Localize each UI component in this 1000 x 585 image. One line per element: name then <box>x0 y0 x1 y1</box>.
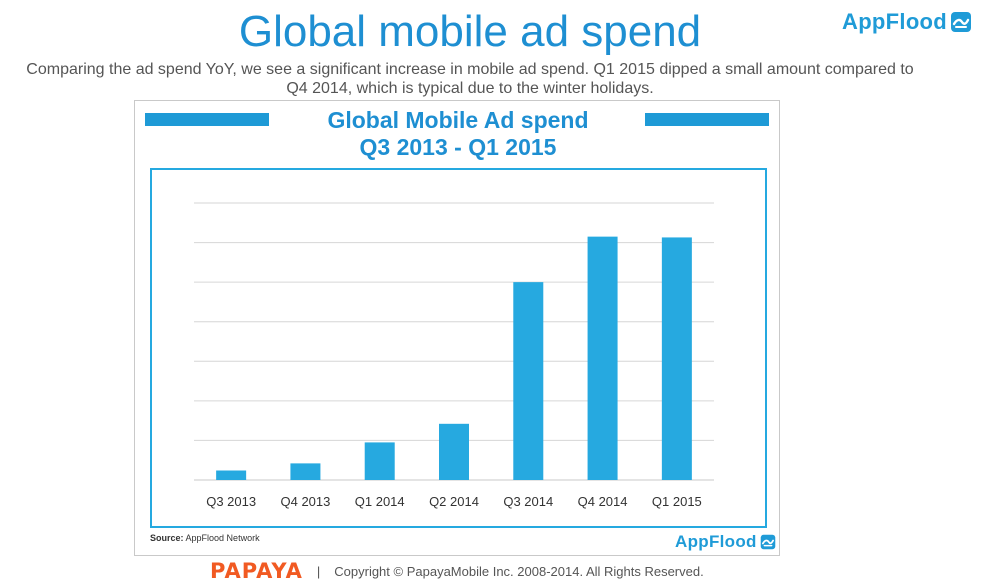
source-text: AppFlood Network <box>185 533 260 543</box>
appflood-logo: AppFlood <box>842 8 972 36</box>
source-label: Source: <box>150 533 184 543</box>
chart-subtitle: Q3 2013 - Q1 2015 <box>359 134 557 160</box>
slide-title: Global mobile ad spend <box>238 7 702 56</box>
bar-chart: Q3 2013 Q4 2013 Q1 2014 Q2 2014 Q3 2014 Q4 20… <box>194 202 714 509</box>
chart-header-stripe-left <box>145 113 269 126</box>
bar-q4-2013 <box>290 463 321 480</box>
slide-subtitle: Comparing the ad spend YoY, we see a sig… <box>26 61 914 97</box>
footer: PAPAYA | Copyright © PapayaMobile Inc. 2… <box>210 559 704 583</box>
x-tick-label: Q4 2014 <box>578 494 628 509</box>
appflood-wave-icon <box>951 12 972 32</box>
bar-q3-2014 <box>513 282 544 480</box>
chart-frame: Global Mobile Ad spend Q3 2013 - Q1 2015… <box>134 100 780 556</box>
copyright-text: Copyright © PapayaMobile Inc. 2008-2014.… <box>334 563 704 579</box>
chart-heading: Global Mobile Ad spend Q3 2013 - Q1 2015 <box>135 107 781 161</box>
appflood-wave-icon <box>760 534 775 550</box>
source-note: Source: AppFlood Network <box>150 533 260 543</box>
bar-q1-2014 <box>364 442 395 480</box>
x-tick-label: Q4 2013 <box>280 494 330 509</box>
x-tick-label: Q3 2013 <box>206 494 256 509</box>
footer-separator: | <box>316 563 321 579</box>
bar-q2-2014 <box>439 423 469 480</box>
bar-q1-2015 <box>661 237 692 480</box>
plot-area: Q3 2013 Q4 2013 Q1 2014 Q2 2014 Q3 2014 Q4 20… <box>150 168 767 528</box>
papaya-logo: PAPAYA <box>210 559 303 583</box>
x-tick-label: Q1 2015 <box>652 494 702 509</box>
bar-q3-2013 <box>216 470 247 480</box>
x-tick-label: Q2 2014 <box>429 494 479 509</box>
chart-appflood-logo-text: AppFlood <box>675 532 757 551</box>
x-tick-label: Q3 2014 <box>503 494 553 509</box>
chart-title: Global Mobile Ad spend <box>327 107 589 133</box>
x-tick-label: Q1 2014 <box>355 494 405 509</box>
appflood-logo-text: AppFlood <box>842 9 948 34</box>
chart-appflood-logo: AppFlood <box>675 532 776 552</box>
chart-header-stripe-right <box>645 113 769 126</box>
bar-q4-2014 <box>587 236 618 480</box>
